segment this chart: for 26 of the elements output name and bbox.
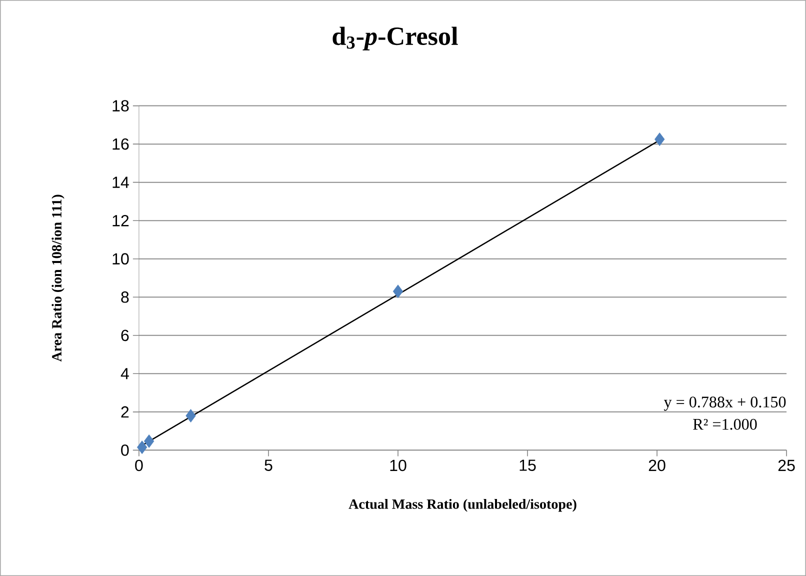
y-tick-label: 8 xyxy=(121,291,129,303)
annotation: R² =1.000 xyxy=(693,418,757,430)
y-tick-label: 4 xyxy=(120,368,129,380)
x-tick-label: 10 xyxy=(390,460,406,472)
x-tick-label: 20 xyxy=(648,460,666,472)
x-tick-label: 25 xyxy=(778,460,795,472)
y-tick-label: 6 xyxy=(121,330,129,342)
y-tick-label: 14 xyxy=(112,176,129,188)
y-tick-label: 2 xyxy=(121,406,129,418)
y-tick-label: 0 xyxy=(121,444,129,456)
point xyxy=(186,408,196,422)
y-tick-label: 12 xyxy=(112,214,129,226)
y-tick-label: 10 xyxy=(112,253,129,265)
annotation: y = 0.788x + 0.150 xyxy=(664,396,786,411)
y-tick-label: 16 xyxy=(112,138,129,150)
point xyxy=(144,434,154,448)
x-tick-label: 0 xyxy=(135,460,143,472)
point xyxy=(392,284,404,298)
y-axis-title: Area Ratio (ion 108/ion 111) xyxy=(52,194,64,362)
point xyxy=(136,440,148,454)
x-tick-label: 15 xyxy=(520,460,536,471)
x-axis-title: Actual Mass Ratio (unlabeled/isotope) xyxy=(348,498,576,512)
y-tick-label: 18 xyxy=(112,100,129,112)
point xyxy=(654,132,665,146)
chart-title: d$_{3}$-p-Cresol xyxy=(332,26,458,50)
x-tick-label: 5 xyxy=(264,460,272,471)
